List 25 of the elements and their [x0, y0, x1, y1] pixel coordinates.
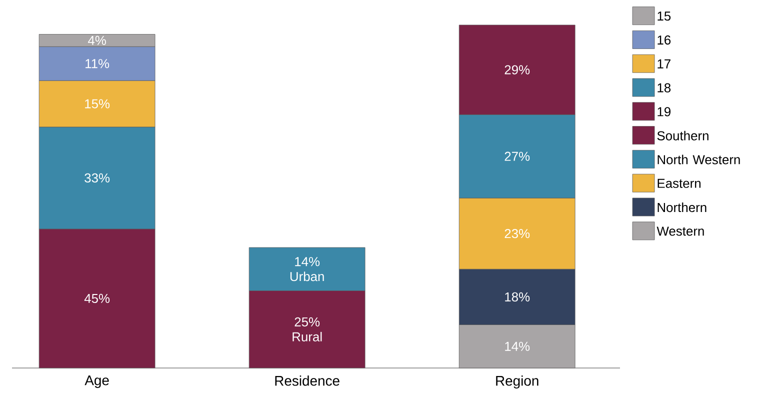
- data-label: 14% Urban: [290, 257, 324, 282]
- data-label: 18%: [505, 292, 530, 302]
- data-label: 14%: [505, 342, 530, 351]
- data-label: 29%: [504, 65, 530, 74]
- data-label: 23%: [504, 228, 530, 238]
- legend-label: 16: [658, 35, 671, 45]
- x-tick-label: Region: [496, 376, 538, 389]
- x-tick-label: Residence: [275, 376, 340, 386]
- legend-label: Northern: [658, 202, 706, 212]
- legend-label: 18: [658, 83, 671, 92]
- legend-label: 19: [658, 107, 670, 116]
- legend-label: Western: [656, 226, 704, 236]
- legend-label: 17: [658, 59, 670, 68]
- data-label: 45%: [84, 294, 110, 304]
- x-tick-label: Age: [84, 376, 109, 388]
- data-label: 11%: [86, 59, 110, 68]
- data-label: 15%: [85, 99, 110, 108]
- legend-label: Southern: [657, 130, 708, 140]
- data-label: 25% Rural: [292, 317, 322, 342]
- legend-label: 15: [658, 12, 671, 21]
- legend-label: Eastern: [658, 178, 700, 188]
- data-label: 4%: [88, 36, 106, 45]
- data-label: 33%: [84, 173, 110, 183]
- legend-label: North Western: [658, 154, 740, 164]
- data-label: 27%: [504, 152, 530, 161]
